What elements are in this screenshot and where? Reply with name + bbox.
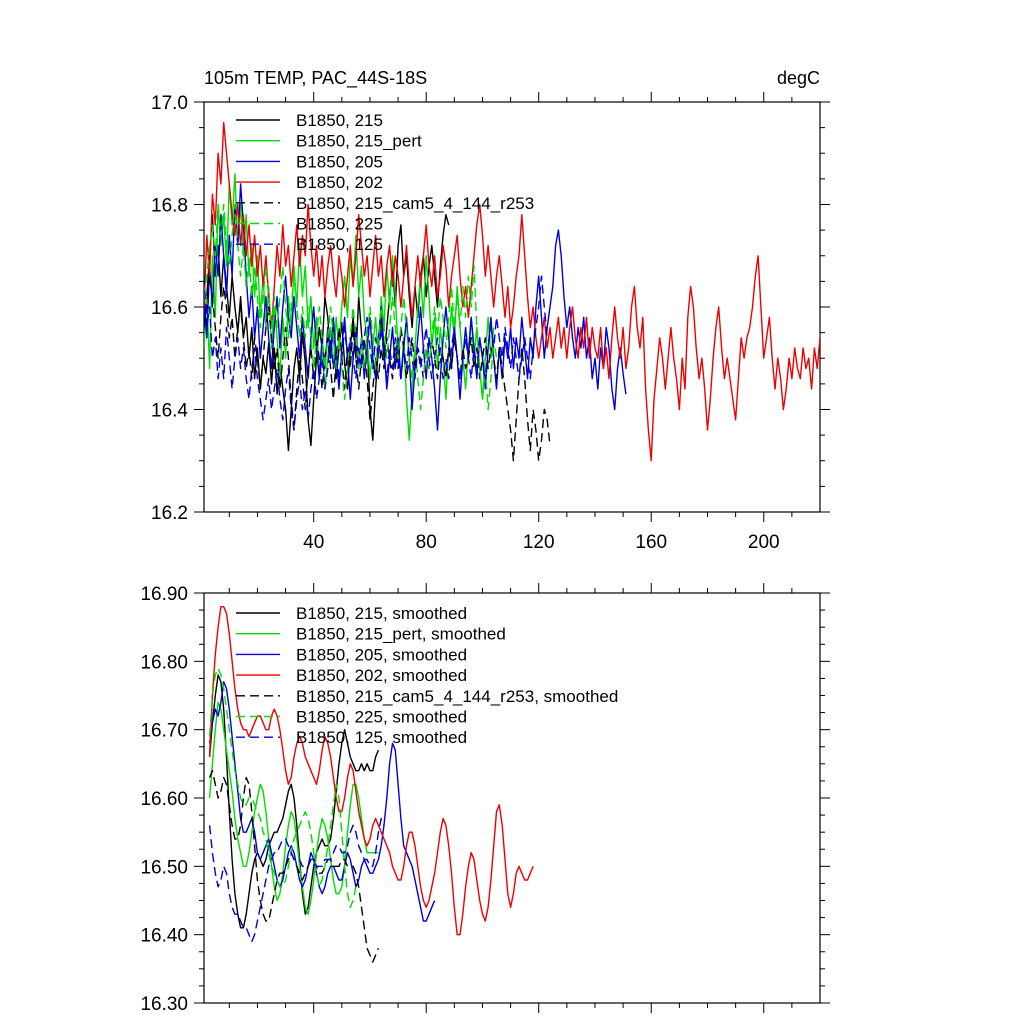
series-line-3 — [208, 681, 436, 922]
y-tick-label: 16.2 — [151, 503, 188, 524]
legend-label-5: B1850, 215_cam5_4_144_r253, smoothed — [296, 687, 618, 706]
legend-label-2: B1850, 215_pert — [296, 132, 422, 151]
y-tick-label: 16.4 — [151, 401, 188, 422]
y-tick-label: 16.70 — [140, 721, 188, 742]
chart-title: 105m TEMP, PAC_44S-18S — [204, 68, 427, 89]
series-line-7 — [204, 275, 548, 431]
legend-label-4: B1850, 202, smoothed — [296, 666, 467, 685]
y-tick-label: 16.30 — [140, 994, 188, 1015]
legend-label-6: B1850, 225, smoothed — [296, 708, 467, 727]
y-tick-label: 17.0 — [151, 93, 188, 114]
y-tick-label: 16.40 — [140, 926, 188, 947]
bottom-panel: 16.30 16.40 16.50 16.60 16.70 16.80 16.90 B1850… — [140, 583, 830, 1015]
y-tick-label: 16.8 — [151, 196, 188, 217]
legend-label-3: B1850, 205, smoothed — [296, 645, 467, 664]
series-line-3 — [204, 183, 627, 431]
series-line-2 — [208, 701, 379, 915]
y-tick-label: 16.6 — [151, 298, 188, 319]
y-tick-label: 16.90 — [140, 584, 188, 605]
legend-label-2: B1850, 215_pert, smoothed — [296, 625, 506, 644]
legend-label-7: B1850, 125 — [296, 235, 383, 254]
legend-label-7: B1850, 125, smoothed — [296, 728, 467, 747]
legend-label-3: B1850, 205 — [296, 152, 383, 171]
units-label: degC — [777, 68, 820, 88]
series-line-1 — [208, 674, 380, 929]
x-tick-label: 120 — [523, 532, 555, 553]
legend-label-4: B1850, 202 — [296, 173, 383, 192]
series-line-4 — [204, 121, 820, 462]
series-line-4 — [208, 606, 534, 936]
x-tick-label: 200 — [748, 532, 780, 553]
x-tick-label: 160 — [635, 532, 667, 553]
y-tick-label: 16.80 — [140, 652, 188, 673]
legend-label-1: B1850, 215 — [296, 111, 383, 130]
top-panel: 40 80 120 160 200 16.2 16.4 16.6 16.8 17.0 105m TE… — [151, 68, 830, 553]
x-tick-label: 80 — [416, 532, 437, 553]
x-tick-label: 40 — [303, 532, 324, 553]
legend-label-1: B1850, 215, smoothed — [296, 604, 467, 623]
legend-label-6: B1850, 225 — [296, 215, 383, 234]
y-tick-label: 16.60 — [140, 789, 188, 810]
y-tick-label: 16.50 — [140, 857, 188, 878]
legend-label-5: B1850, 215_cam5_4_144_r253 — [296, 194, 534, 213]
